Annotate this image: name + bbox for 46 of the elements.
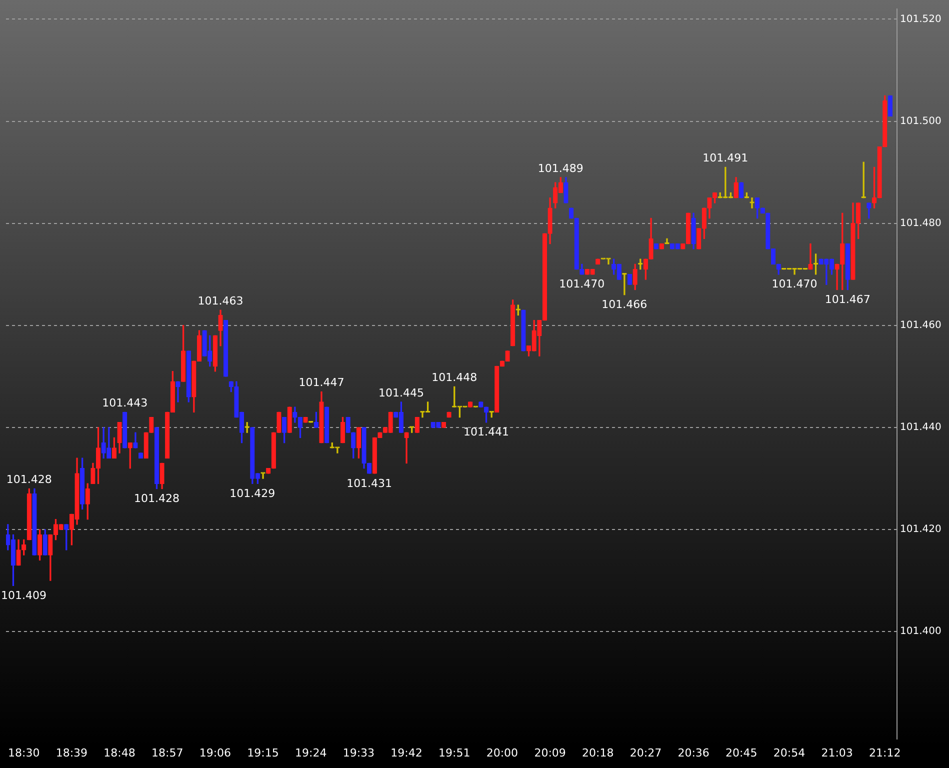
x-tick-label: 18:48 <box>104 746 136 760</box>
x-tick-label: 19:15 <box>247 746 279 760</box>
annotation: 101.470 <box>559 278 605 291</box>
y-tick-label: 101.440 <box>900 422 942 434</box>
annotation: 101.491 <box>702 152 748 165</box>
x-tick-label: 21:03 <box>821 746 853 760</box>
x-tick-label: 20:18 <box>582 746 614 760</box>
annotation: 101.445 <box>378 386 424 400</box>
x-tick-label: 18:30 <box>8 746 40 760</box>
x-tick-label: 20:54 <box>773 746 806 760</box>
y-tick-label: 101.420 <box>900 524 942 536</box>
annotation: 101.463 <box>198 294 244 308</box>
x-tick-label: 19:51 <box>438 746 470 760</box>
annotation: 101.448 <box>432 371 478 384</box>
y-tick-label: 101.480 <box>900 218 942 229</box>
y-tick-label: 101.500 <box>900 116 942 127</box>
candlestick <box>750 198 754 208</box>
x-tick-label: 20:09 <box>534 746 566 760</box>
annotation: 101.466 <box>602 298 648 312</box>
x-tick-label: 20:27 <box>630 746 662 760</box>
x-tick-label: 19:24 <box>295 746 327 760</box>
annotation: 101.470 <box>772 278 818 291</box>
annotation: 101.428 <box>6 473 52 486</box>
x-tick-label: 21:12 <box>869 746 901 760</box>
annotation: 101.428 <box>134 492 180 506</box>
annotation: 101.429 <box>230 486 276 500</box>
x-tick-label: 18:39 <box>56 746 88 760</box>
x-tick-label: 19:42 <box>390 746 422 760</box>
annotation: 101.431 <box>346 476 392 490</box>
x-tick-label: 20:00 <box>486 746 518 760</box>
x-tick-label: 18:57 <box>152 746 184 760</box>
annotation: 101.447 <box>298 376 344 390</box>
x-tick-label: 19:06 <box>199 746 232 760</box>
y-tick-label: 101.460 <box>900 320 942 332</box>
annotation: 101.443 <box>102 396 148 410</box>
x-tick-label: 20:36 <box>678 746 710 760</box>
annotation: 101.441 <box>464 426 510 439</box>
annotation: 101.489 <box>538 162 584 175</box>
x-tick-label: 20:45 <box>726 746 758 760</box>
candlestick <box>404 432 409 464</box>
y-tick-label: 101.520 <box>900 14 942 25</box>
y-tick-label: 101.400 <box>900 626 942 638</box>
candlestick <box>808 243 813 270</box>
annotation: 101.467 <box>824 293 870 306</box>
x-tick-label: 19:33 <box>342 746 375 760</box>
annotation: 101.409 <box>0 589 46 602</box>
